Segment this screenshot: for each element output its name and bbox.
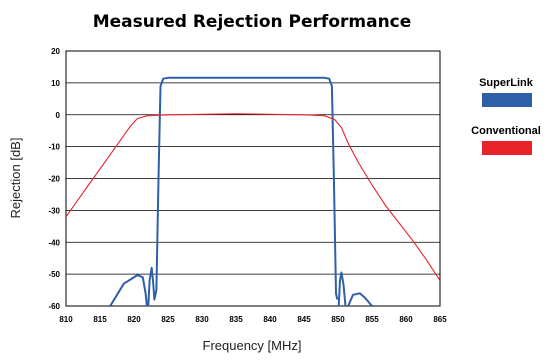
y-tick-label: -50 <box>48 270 60 279</box>
y-tick-label: -60 <box>48 302 60 311</box>
y-tick-label: -30 <box>48 206 60 215</box>
legend-label-conventional: Conventional <box>471 125 541 137</box>
series-line-superlink <box>109 274 148 306</box>
legend-swatch-superlink <box>482 93 532 107</box>
y-tick-label: -10 <box>48 143 60 152</box>
x-tick-label: 830 <box>195 315 209 324</box>
chart-title: Measured Rejection Performance <box>93 12 412 32</box>
x-tick-label: 860 <box>399 315 413 324</box>
legend-swatch-conventional <box>482 141 532 155</box>
y-axis-label: Rejection [dB] <box>8 138 23 219</box>
x-tick-label: 820 <box>127 315 141 324</box>
series-line-superlink <box>347 292 373 306</box>
x-tick-label: 825 <box>161 315 175 324</box>
y-tick-label: -20 <box>48 175 60 184</box>
legend: SuperLink Conventional <box>471 77 541 155</box>
legend-label-superlink: SuperLink <box>479 77 534 89</box>
series-line-superlink <box>337 271 347 306</box>
x-tick-labels: 810 815 820 825 830 835 840 845 850 855 860 865 <box>59 315 447 324</box>
x-tick-label: 835 <box>229 315 243 324</box>
y-tick-label: 10 <box>51 79 60 88</box>
x-tick-label: 865 <box>433 315 447 324</box>
series-layer <box>66 76 440 306</box>
x-tick-label: 845 <box>297 315 311 324</box>
y-tick-labels: 20 10 0 -10 -20 -30 -40 -50 -60 <box>48 47 60 311</box>
x-tick-label: 815 <box>93 315 107 324</box>
y-tick-label: -40 <box>48 238 60 247</box>
x-tick-label: 840 <box>263 315 277 324</box>
y-tick-label: 0 <box>56 111 61 120</box>
plot-frame <box>65 50 441 307</box>
series-line-conventional <box>66 113 440 281</box>
series-line-superlink <box>147 76 339 306</box>
y-tick-label: 20 <box>51 47 60 56</box>
x-tick-label: 855 <box>365 315 379 324</box>
x-tick-label: 850 <box>331 315 345 324</box>
x-axis-label: Frequency [MHz] <box>203 338 302 353</box>
x-tick-label: 810 <box>59 315 73 324</box>
gridlines <box>66 50 440 307</box>
